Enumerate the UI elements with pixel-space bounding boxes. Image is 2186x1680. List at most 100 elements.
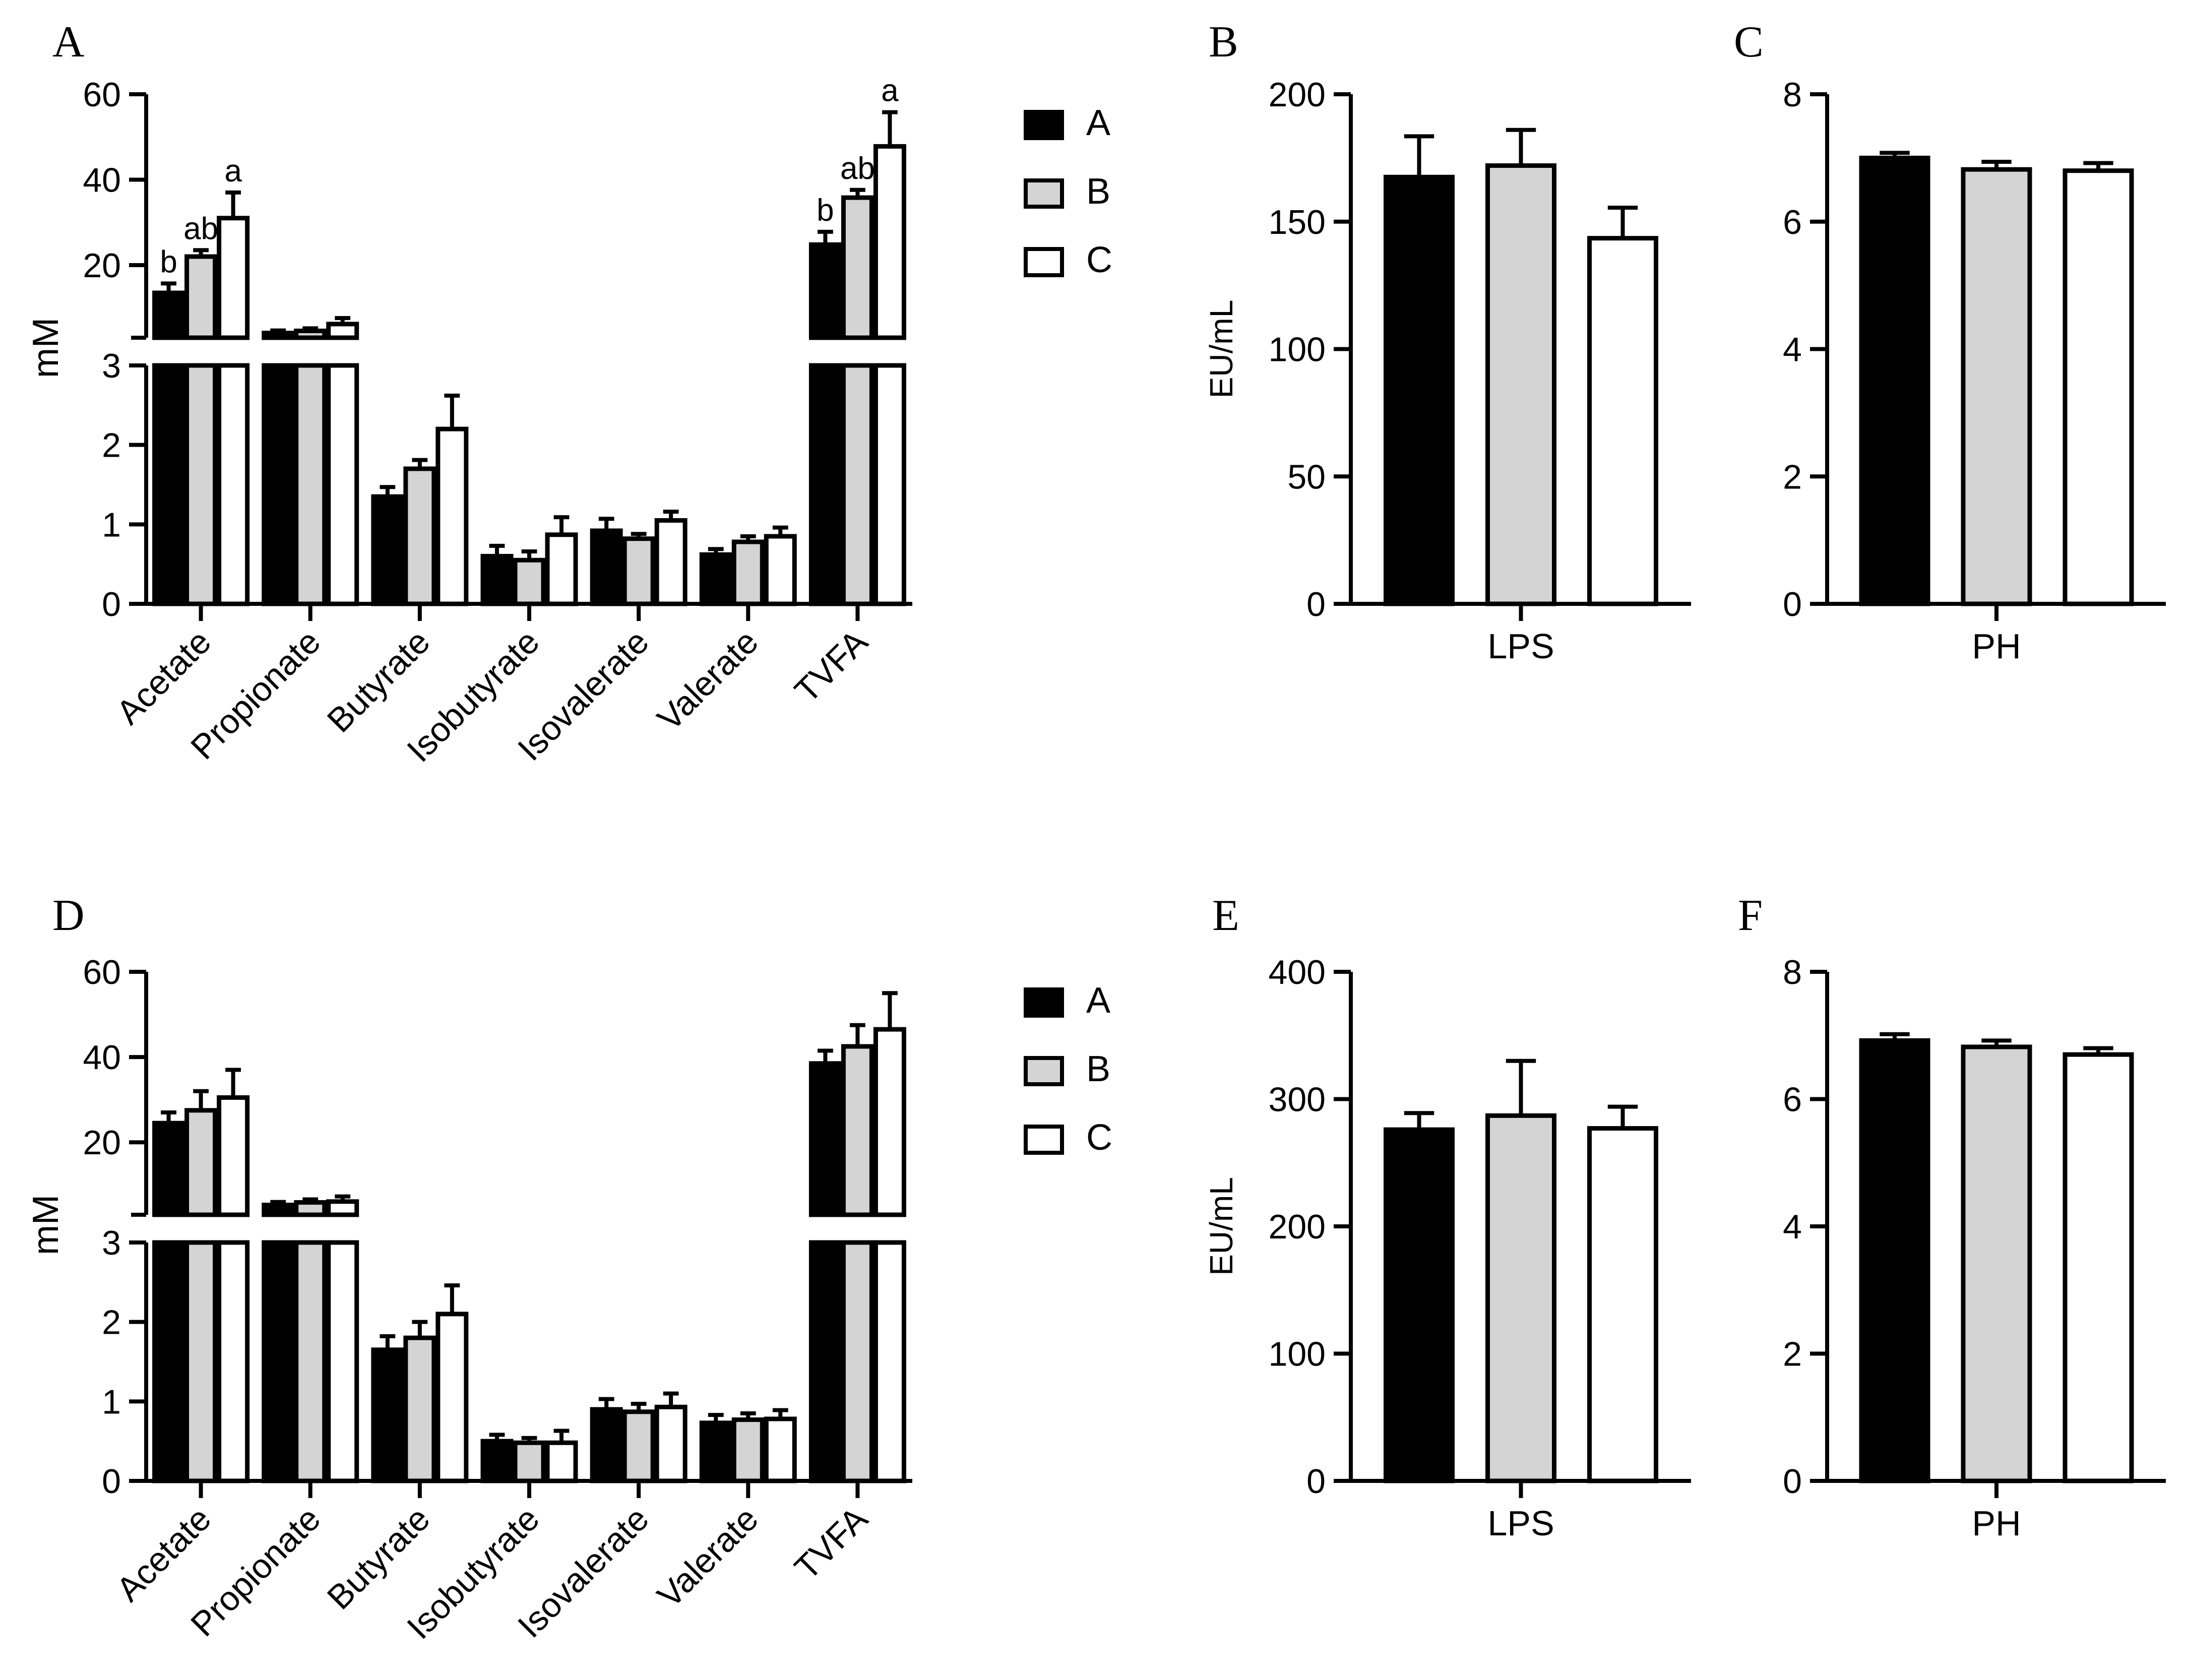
significance-label-acetate-A: b: [160, 244, 177, 279]
bar-valerate-C: [764, 1416, 797, 1483]
bar-valerate-A: [699, 1420, 732, 1483]
chart-panel-E: E 0 100 200 300 400 EU/mL LPS: [1203, 891, 1691, 1543]
y-tick-label-50: 50: [1287, 458, 1326, 496]
bar-lps-C: [1587, 1126, 1658, 1483]
chart-panel-F: F 0 2 4 6 8 PH: [1738, 891, 2166, 1543]
bar-lps-B: [1485, 1113, 1556, 1483]
bar-acetate-A-upper: [152, 1121, 185, 1217]
chart-panel-D: D0123204060mMAcetatePropionateButyrateIs…: [26, 891, 912, 1646]
bar-isovalerate-C: [654, 1404, 688, 1483]
legend-swatch-C: [1024, 1125, 1064, 1155]
y-tick-label-20: 20: [83, 1124, 121, 1162]
y-tick-label-0: 0: [102, 1462, 121, 1501]
bar-isovalerate-A: [590, 528, 623, 606]
bar-butyrate-C: [435, 1312, 469, 1483]
bar-tvfa-B-upper: [841, 1044, 874, 1217]
bar-tvfa-C-upper: [873, 144, 906, 340]
legend-swatch-C: [1024, 247, 1064, 277]
bar-isovalerate-B: [622, 1409, 655, 1483]
bar-butyrate-B: [403, 466, 436, 606]
bar-lps-A: [1384, 1127, 1455, 1483]
y-tick-label-0: 0: [102, 585, 121, 624]
bar-tvfa-C-lower: [873, 1240, 906, 1483]
bar-valerate-B: [731, 539, 765, 606]
significance-label-tvfa-B: ab: [840, 151, 875, 186]
legend-swatch-B: [1024, 178, 1064, 209]
y-tick-label-8: 8: [1783, 76, 1802, 114]
y-tick-label-4: 4: [1783, 1208, 1802, 1246]
bar-acetate-A-upper: [152, 290, 185, 340]
y-tick-label-200: 200: [1269, 1208, 1326, 1246]
y-tick-label-60: 60: [83, 76, 121, 114]
x-axis-label: LPS: [1487, 1504, 1554, 1543]
bar-butyrate-C: [435, 426, 469, 606]
bar-propionate-C-lower: [326, 1240, 359, 1483]
bar-ph-C: [2063, 1052, 2134, 1483]
y-tick-label-2: 2: [1783, 1335, 1802, 1374]
bar-isovalerate-C: [654, 518, 688, 606]
y-tick-label-100: 100: [1269, 1335, 1326, 1374]
y-axis-label: EU/mL: [1203, 1177, 1239, 1276]
y-tick-label-2: 2: [102, 1303, 121, 1342]
bar-propionate-A-lower: [262, 1240, 295, 1483]
y-tick-label-6: 6: [1783, 1081, 1802, 1119]
y-tick-label-2: 2: [102, 426, 121, 465]
panel-letter-C: C: [1734, 18, 1764, 67]
bar-propionate-C-upper: [326, 1199, 359, 1217]
significance-label-tvfa-A: b: [817, 193, 834, 228]
legend-label-B: B: [1086, 171, 1110, 212]
bar-isobutyrate-A: [480, 1439, 514, 1483]
bar-propionate-C-lower: [326, 363, 359, 606]
bar-propionate-B-upper: [294, 328, 327, 340]
bar-isovalerate-B: [622, 536, 655, 606]
y-tick-label-400: 400: [1269, 953, 1326, 991]
x-tick-label-valerate: Valerate: [650, 1500, 766, 1615]
bar-acetate-B-lower: [184, 363, 218, 606]
x-tick-label-acetate: Acetate: [109, 623, 218, 732]
bar-propionate-A-upper: [262, 1203, 295, 1217]
x-tick-label-tvfa: TVFA: [787, 622, 875, 710]
y-tick-label-3: 3: [102, 1224, 121, 1262]
y-tick-label-200: 200: [1269, 76, 1326, 114]
bar-lps-C: [1587, 236, 1658, 606]
bar-acetate-B-lower: [184, 1240, 218, 1483]
bar-acetate-B-upper: [184, 254, 218, 340]
y-tick-label-2: 2: [1783, 458, 1802, 496]
chart-panel-A: A0123204060mMAcetatebabaPropionateButyra…: [26, 18, 912, 769]
y-tick-label-1: 1: [102, 506, 121, 544]
bar-isobutyrate-C: [545, 532, 578, 606]
legend-bottom: ABC: [1024, 980, 1112, 1158]
bar-acetate-C-upper: [217, 1095, 250, 1217]
panel-letter-B: B: [1209, 18, 1238, 67]
bar-ph-A: [1859, 1038, 1930, 1483]
bar-propionate-B-lower: [294, 1240, 327, 1483]
y-tick-label-40: 40: [83, 1038, 121, 1077]
y-tick-label-40: 40: [83, 161, 121, 199]
panel-letter-A: A: [52, 18, 85, 67]
bar-propionate-A-upper: [262, 331, 295, 340]
y-tick-label-100: 100: [1269, 331, 1326, 369]
y-tick-label-300: 300: [1269, 1081, 1326, 1119]
x-axis-label: PH: [1972, 627, 2021, 666]
y-tick-label-0: 0: [1306, 1462, 1326, 1501]
bar-ph-B: [1961, 1044, 2032, 1483]
legend-swatch-A: [1024, 987, 1064, 1018]
y-tick-label-3: 3: [102, 347, 121, 385]
y-tick-label-150: 150: [1269, 203, 1326, 241]
bar-isobutyrate-B: [513, 557, 546, 606]
y-axis-label: mM: [26, 318, 66, 378]
legend-top: ABC: [1024, 103, 1112, 280]
bar-propionate-C-upper: [326, 322, 359, 340]
y-axis-label: EU/mL: [1203, 300, 1239, 399]
bar-ph-B: [1961, 167, 2032, 606]
legend-swatch-A: [1024, 110, 1064, 140]
panel-letter-E: E: [1212, 891, 1239, 940]
y-tick-label-6: 6: [1783, 203, 1802, 241]
bar-ph-C: [2063, 168, 2134, 606]
bar-tvfa-B-lower: [841, 363, 874, 606]
y-tick-label-60: 60: [83, 953, 121, 991]
bar-isobutyrate-B: [513, 1440, 546, 1483]
panel-letter-D: D: [52, 891, 85, 940]
bar-acetate-C-upper: [217, 216, 250, 340]
